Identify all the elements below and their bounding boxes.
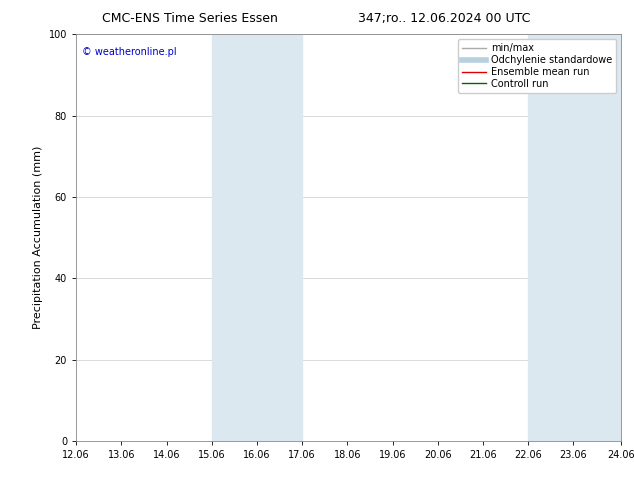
Y-axis label: Precipitation Accumulation (mm): Precipitation Accumulation (mm): [33, 146, 43, 329]
Bar: [528, 34, 621, 441]
Text: CMC-ENS Time Series Essen: CMC-ENS Time Series Essen: [102, 12, 278, 25]
Bar: [212, 34, 302, 441]
Legend: min/max, Odchylenie standardowe, Ensemble mean run, Controll run: min/max, Odchylenie standardowe, Ensembl…: [458, 39, 616, 93]
Text: © weatheronline.pl: © weatheronline.pl: [82, 47, 176, 56]
Text: 347;ro.. 12.06.2024 00 UTC: 347;ro.. 12.06.2024 00 UTC: [358, 12, 530, 25]
